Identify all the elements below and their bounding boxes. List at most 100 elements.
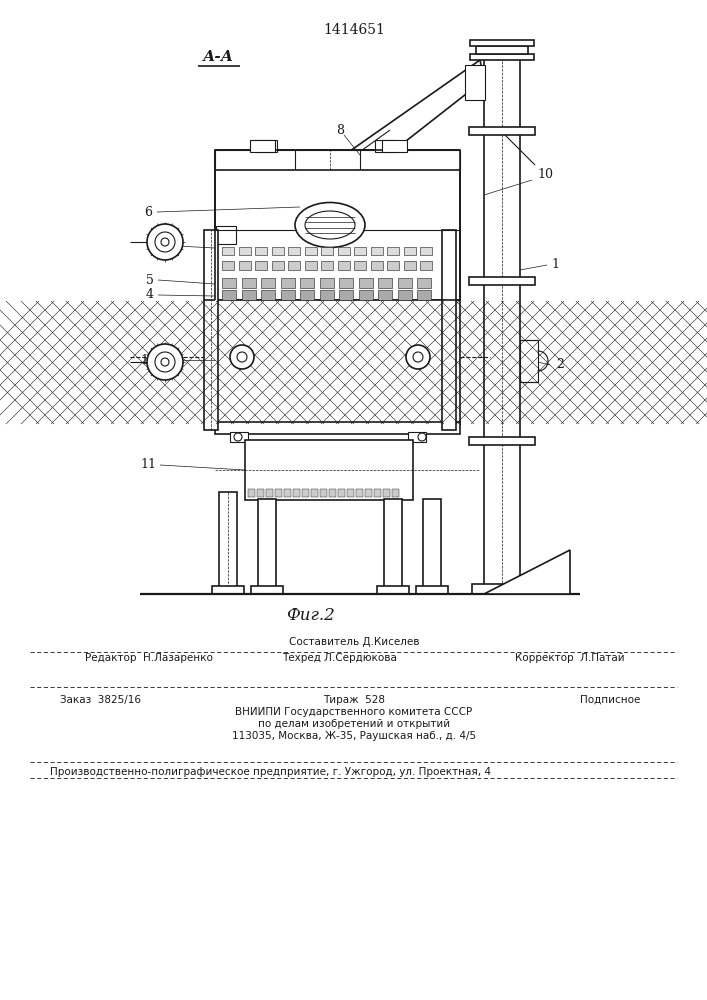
Bar (384, 499, 402, 587)
Bar (375, 140, 397, 152)
Bar (271, 261, 284, 270)
Bar (305, 247, 317, 255)
Bar (465, 65, 485, 100)
Bar (215, 422, 460, 434)
Bar (257, 489, 264, 497)
Text: 6: 6 (144, 206, 152, 219)
Bar (300, 278, 314, 288)
Text: Техред Л.Сердюкова: Техред Л.Сердюкова (283, 653, 397, 663)
Bar (397, 290, 411, 300)
Bar (337, 261, 349, 270)
Bar (293, 489, 300, 497)
Bar (288, 247, 300, 255)
Bar (320, 290, 334, 300)
Bar (377, 586, 409, 594)
Bar (320, 278, 334, 288)
Circle shape (234, 433, 242, 441)
Bar (271, 247, 284, 255)
Bar (365, 489, 372, 497)
Bar (305, 261, 317, 270)
Bar (442, 230, 456, 430)
Circle shape (161, 358, 169, 366)
Bar (302, 489, 309, 497)
Bar (284, 489, 291, 497)
Bar (222, 247, 234, 255)
Bar (382, 140, 407, 152)
Circle shape (147, 344, 183, 380)
Bar (329, 489, 336, 497)
Bar (219, 492, 237, 587)
Bar (358, 278, 373, 288)
Bar (255, 247, 267, 255)
Bar (387, 261, 399, 270)
Bar (469, 437, 535, 445)
Bar (347, 489, 354, 497)
Bar (230, 432, 248, 442)
Text: 113035, Москва, Ж-35, Раушская наб., д. 4/5: 113035, Москва, Ж-35, Раушская наб., д. … (232, 731, 476, 741)
Bar (339, 278, 353, 288)
Bar (248, 489, 255, 497)
Bar (215, 150, 460, 280)
Bar (356, 489, 363, 497)
Bar (423, 499, 441, 587)
Bar (392, 489, 399, 497)
Bar (472, 584, 532, 594)
Text: 11: 11 (140, 458, 156, 472)
Text: 7: 7 (146, 238, 154, 251)
Bar (354, 261, 366, 270)
Bar (261, 290, 275, 300)
Bar (374, 489, 381, 497)
Bar (378, 278, 392, 288)
Bar (216, 301, 459, 424)
Bar (295, 150, 360, 210)
Bar (476, 46, 528, 54)
Bar (469, 277, 535, 285)
Bar (242, 278, 255, 288)
Bar (251, 586, 283, 594)
Bar (250, 140, 275, 152)
Text: ВНИИПИ Государственного комитета СССР: ВНИИПИ Государственного комитета СССР (235, 707, 472, 717)
Bar (520, 340, 538, 382)
Text: Фиг.2: Фиг.2 (286, 607, 334, 624)
Text: Подписное: Подписное (580, 695, 640, 705)
Text: 14: 14 (140, 354, 156, 366)
Text: 2: 2 (556, 359, 564, 371)
Text: 1414651: 1414651 (323, 23, 385, 37)
Text: 4: 4 (146, 288, 154, 302)
Bar (378, 290, 392, 300)
Bar (420, 247, 432, 255)
Bar (245, 440, 413, 500)
Bar (258, 499, 276, 587)
Bar (397, 278, 411, 288)
Polygon shape (484, 550, 570, 594)
Circle shape (147, 224, 183, 260)
Polygon shape (320, 200, 400, 220)
Bar (222, 290, 236, 300)
Ellipse shape (295, 202, 365, 247)
Bar (470, 40, 534, 46)
Bar (238, 261, 250, 270)
Bar (320, 489, 327, 497)
Bar (261, 278, 275, 288)
Text: А-А: А-А (202, 50, 233, 64)
Bar (215, 300, 460, 425)
Bar (321, 261, 333, 270)
Bar (404, 247, 416, 255)
Bar (354, 247, 366, 255)
Bar (469, 127, 535, 135)
Bar (370, 247, 382, 255)
Bar (370, 261, 382, 270)
Circle shape (237, 352, 247, 362)
Bar (417, 278, 431, 288)
Circle shape (406, 345, 430, 369)
Text: 5: 5 (146, 273, 154, 286)
Bar (383, 489, 390, 497)
Circle shape (155, 232, 175, 252)
Text: по делам изобретений и открытий: по делам изобретений и открытий (258, 719, 450, 729)
Ellipse shape (305, 211, 355, 239)
Text: 8: 8 (336, 123, 344, 136)
Bar (255, 261, 267, 270)
Bar (242, 290, 255, 300)
Bar (420, 261, 432, 270)
Bar (338, 489, 345, 497)
